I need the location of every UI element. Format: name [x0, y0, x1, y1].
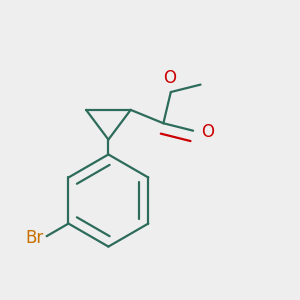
Text: Br: Br: [26, 229, 44, 247]
Text: O: O: [201, 123, 214, 141]
Text: O: O: [163, 69, 176, 87]
